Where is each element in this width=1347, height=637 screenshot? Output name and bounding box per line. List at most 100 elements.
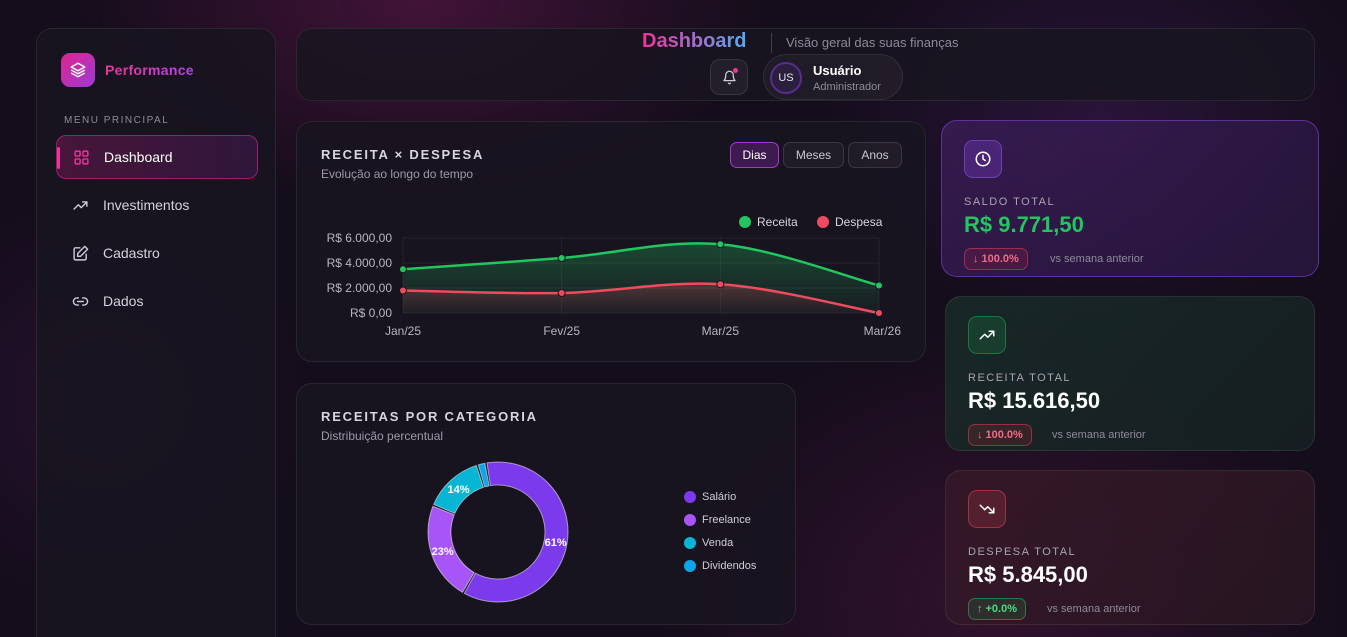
range-meses-button[interactable]: Meses xyxy=(783,142,844,168)
x-tick-label: Fev/25 xyxy=(543,324,580,338)
edit-icon xyxy=(73,245,89,261)
sidebar: Performance MENU PRINCIPAL Dashboard Inv… xyxy=(36,28,276,637)
user-name: Usuário xyxy=(813,63,862,78)
page-title: Dashboard xyxy=(642,30,747,52)
receita-card: RECEITA TOTAL R$ 15.616,50 ↓ 100.0% vs s… xyxy=(945,296,1315,451)
stat-value: R$ 9.771,50 xyxy=(964,212,1084,237)
category-card: RECEITAS POR CATEGORIA Distribuição perc… xyxy=(296,383,796,625)
despesa-point xyxy=(399,286,407,295)
arrow-down-icon: ↓ xyxy=(977,429,983,441)
nav-item-label: Investimentos xyxy=(103,197,190,213)
change-badge: ↑ +0.0% xyxy=(968,598,1026,620)
change-value: +0.0% xyxy=(985,603,1018,615)
bell-icon xyxy=(722,70,736,84)
legend-label: Freelance xyxy=(702,514,751,526)
chart-subtitle: Evolução ao longo do tempo xyxy=(321,167,474,181)
slice-label: 23% xyxy=(432,546,454,558)
change-badge: ↓ 100.0% xyxy=(968,424,1032,446)
despesa-point xyxy=(716,280,725,289)
receita-point xyxy=(557,254,566,262)
stat-label: RECEITA TOTAL xyxy=(968,372,1072,384)
legend-venda: Venda xyxy=(684,537,733,549)
x-tick-label: Jan/25 xyxy=(385,324,421,338)
legend-receita: Receita xyxy=(739,215,798,229)
y-tick-label: R$ 2.000,00 xyxy=(327,281,393,295)
range-anos-button[interactable]: Anos xyxy=(848,142,902,168)
receita-line xyxy=(402,242,880,287)
avatar: US xyxy=(770,62,802,94)
nav-item-label: Dashboard xyxy=(104,149,173,165)
category-title: RECEITAS POR CATEGORIA xyxy=(321,409,538,424)
clock-icon xyxy=(964,140,1002,178)
user-role: Administrador xyxy=(813,81,881,93)
donut-slice xyxy=(427,505,475,594)
arrow-up-icon: ↑ xyxy=(977,603,983,615)
revenue-expense-card: RECEITA × DESPESA Evolução ao longo do t… xyxy=(296,121,926,362)
stat-label: DESPESA TOTAL xyxy=(968,546,1077,558)
header-divider xyxy=(771,33,772,53)
nav-item-dados[interactable]: Dados xyxy=(56,279,258,323)
notifications-button[interactable] xyxy=(710,59,748,95)
x-tick-label: Mar/26 xyxy=(864,324,902,338)
legend-dividendos: Dividendos xyxy=(684,560,756,572)
y-tick-label: R$ 4.000,00 xyxy=(327,256,393,270)
y-tick-label: R$ 0,00 xyxy=(350,306,392,320)
saldo-card: SALDO TOTAL R$ 9.771,50 ↓ 100.0% vs sema… xyxy=(941,120,1319,277)
receita-point xyxy=(875,281,883,290)
donut-slice xyxy=(477,462,490,488)
legend-label: Dividendos xyxy=(702,560,757,572)
link-icon xyxy=(72,296,89,306)
category-subtitle: Distribuição percentual xyxy=(321,429,444,443)
legend-swatch xyxy=(739,216,751,228)
legend-swatch xyxy=(684,560,696,572)
nav-item-investimentos[interactable]: Investimentos xyxy=(56,183,258,227)
despesa-point xyxy=(875,309,883,317)
legend-label: Salário xyxy=(702,491,737,503)
trending-up-icon xyxy=(968,316,1006,354)
brand-name: Performance xyxy=(105,62,194,78)
legend-salario: Salário xyxy=(684,491,736,503)
trending-down-icon xyxy=(968,490,1006,528)
legend-swatch xyxy=(817,216,829,228)
legend-label: Despesa xyxy=(835,215,883,229)
nav-item-label: Cadastro xyxy=(103,245,160,261)
despesa-area xyxy=(403,283,879,313)
stat-compare: vs semana anterior xyxy=(1050,253,1144,265)
stat-compare: vs semana anterior xyxy=(1047,603,1141,615)
stat-compare: vs semana anterior xyxy=(1052,429,1146,441)
nav-item-label: Dados xyxy=(103,293,144,309)
legend-swatch xyxy=(684,514,696,526)
stat-value: R$ 15.616,50 xyxy=(968,388,1101,413)
notification-dot xyxy=(733,68,738,73)
nav-item-dashboard[interactable]: Dashboard xyxy=(56,135,258,179)
grid-icon xyxy=(74,149,89,165)
legend-swatch xyxy=(684,537,696,549)
range-dias-button[interactable]: Dias xyxy=(730,142,779,168)
donut-chart: 61% 23% 14% xyxy=(427,461,569,603)
change-value: 100.0% xyxy=(981,253,1019,265)
legend-label: Venda xyxy=(702,537,734,549)
menu-heading: MENU PRINCIPAL xyxy=(64,115,170,126)
page-subtitle: Visão geral das suas finanças xyxy=(786,35,959,50)
arrow-down-icon: ↓ xyxy=(973,253,979,265)
chart-title: RECEITA × DESPESA xyxy=(321,147,485,162)
despesa-point xyxy=(557,289,566,297)
trending-up-icon xyxy=(73,200,88,210)
slice-label: 14% xyxy=(448,484,470,496)
change-value: 100.0% xyxy=(985,429,1023,441)
receita-point xyxy=(399,265,407,274)
slice-label: 61% xyxy=(545,537,567,549)
stat-label: SALDO TOTAL xyxy=(964,196,1056,208)
change-badge: ↓ 100.0% xyxy=(964,248,1028,270)
nav-item-cadastro[interactable]: Cadastro xyxy=(56,231,258,275)
legend-label: Receita xyxy=(757,215,798,229)
donut-slice xyxy=(463,461,569,603)
receita-point xyxy=(716,240,725,249)
despesa-card: DESPESA TOTAL R$ 5.845,00 ↑ +0.0% vs sem… xyxy=(945,470,1315,625)
y-tick-label: R$ 6.000,00 xyxy=(327,231,393,245)
donut-slice xyxy=(433,464,485,515)
user-menu[interactable]: US Usuário Administrador xyxy=(763,54,903,100)
despesa-line xyxy=(402,282,880,315)
legend-despesa: Despesa xyxy=(817,215,882,229)
top-header: Dashboard Visão geral das suas finanças … xyxy=(296,28,1315,101)
